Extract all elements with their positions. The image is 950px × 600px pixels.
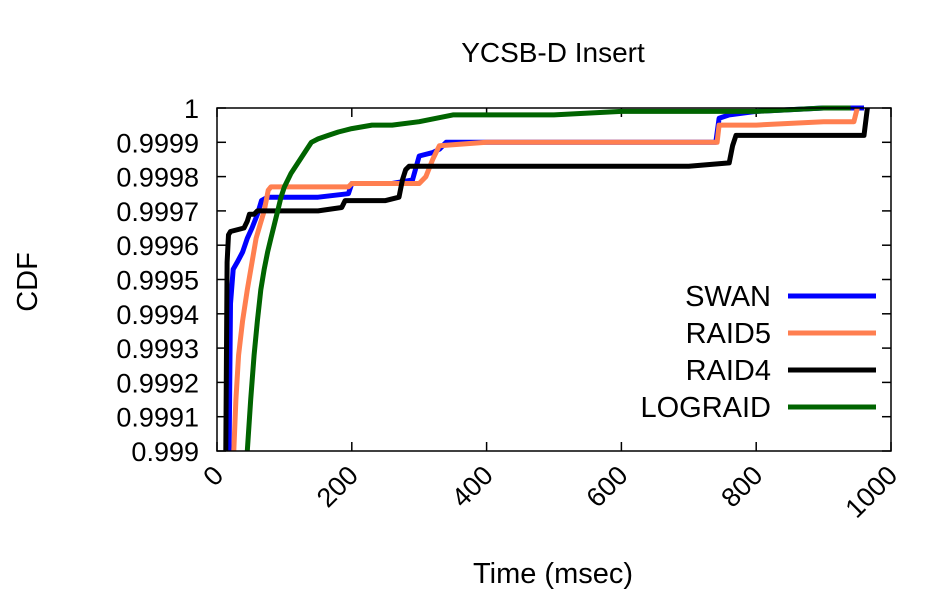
y-tick-label: 0.9996 (116, 231, 199, 261)
y-tick-label: 0.9998 (116, 163, 199, 193)
x-tick-label: 800 (715, 460, 768, 513)
series-line-raid4 (223, 107, 870, 452)
y-tick-label: 0.9993 (116, 334, 199, 364)
y-tick-label: 0.9995 (116, 266, 199, 296)
y-tick-label: 0.9992 (116, 368, 199, 398)
series-line-raid5 (231, 107, 860, 452)
plot-area: 0.999 0.9991 0.9992 0.9993 0.9994 0.9995 0.999… (116, 94, 903, 524)
x-tick-label: 200 (311, 460, 364, 513)
y-tick-label: 0.9999 (116, 128, 199, 158)
y-tick-label: 1 (184, 94, 199, 124)
y-axis-label: CDF (12, 252, 44, 312)
chart-title: YCSB-D Insert (461, 37, 645, 68)
series-line-lograid (244, 105, 851, 452)
y-tick-label: 0.999 (131, 437, 199, 467)
x-tick-label: 400 (446, 460, 499, 513)
legend-label-raid4: RAID4 (686, 355, 771, 387)
x-tick-label: 0 (197, 460, 229, 492)
x-axis-label: Time (msec) (473, 558, 633, 590)
y-tick-label: 0.9994 (116, 300, 199, 330)
x-tick-label: 1000 (840, 460, 904, 524)
plot-frame (216, 107, 892, 452)
legend-label-raid5: RAID5 (686, 318, 771, 350)
legend-label-swan: SWAN (685, 281, 771, 313)
y-tick-label: 0.9997 (116, 197, 199, 227)
legend-label-lograid: LOGRAID (640, 392, 771, 424)
y-tick-label: 0.9991 (116, 403, 199, 433)
x-tick-label: 600 (581, 460, 634, 513)
